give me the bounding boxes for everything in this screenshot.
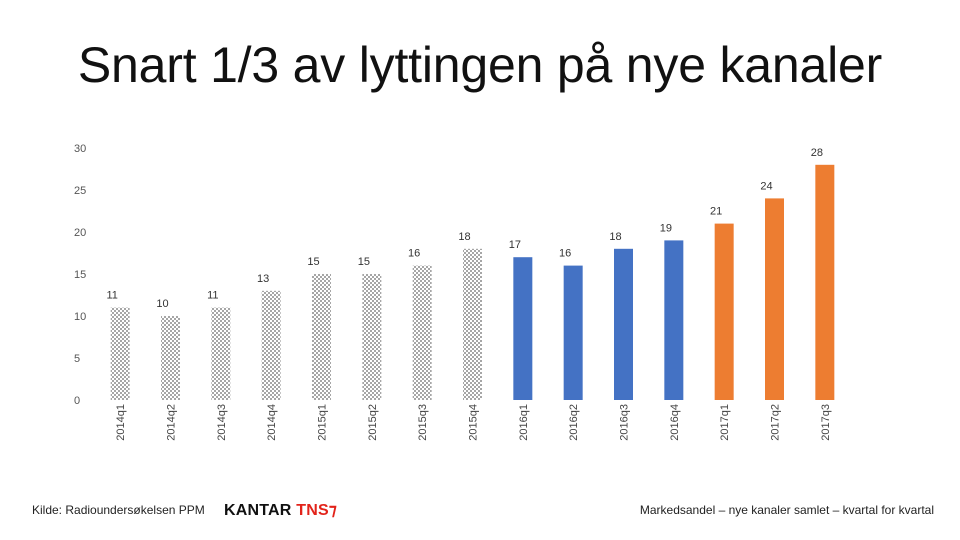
- chart-caption: Markedsandel – nye kanaler samlet – kvar…: [639, 503, 934, 517]
- x-tick-label: 2015q4: [468, 404, 480, 441]
- bar-2016q3: [614, 248, 633, 400]
- x-tick-label: 2017q1: [719, 404, 731, 441]
- data-label: 11: [106, 290, 117, 302]
- source-note: Kilde: Radioundersøkelsen PPM: [32, 503, 205, 517]
- data-label: 28: [811, 147, 823, 159]
- page-title: Snart 1/3 av lyttingen på nye kanaler: [77, 37, 883, 93]
- bar-2016q2: [563, 265, 583, 400]
- data-label: 19: [660, 222, 672, 234]
- x-tick-label: 2016q3: [619, 404, 631, 441]
- y-tick-label: 30: [74, 143, 86, 155]
- x-tick-label: 2017q2: [770, 404, 782, 441]
- bar-2015q4: [463, 248, 482, 400]
- x-tick-label: 2014q2: [166, 404, 178, 441]
- data-label: 24: [760, 180, 772, 192]
- data-label: 15: [307, 256, 319, 268]
- x-tick-label: 2016q1: [518, 404, 530, 441]
- data-labels: 11 10 11 13 15 15 16 18 17 16 18 19 21 24 28: [106, 147, 823, 310]
- x-tick-label: 2014q1: [115, 404, 127, 441]
- y-axis: 0 5 10 15 20 25 30: [74, 143, 86, 407]
- bars: [110, 164, 835, 400]
- logo-secondary: TNS: [296, 502, 329, 519]
- kantar-tns-logo: KANTAR TNS⁊: [224, 500, 337, 520]
- x-tick-label: 2015q2: [367, 404, 379, 441]
- data-label: 17: [509, 239, 521, 251]
- y-tick-label: 15: [74, 269, 86, 281]
- x-axis: 2014q1 2014q2 2014q3 2014q4 2015q1 2015q2 2015…: [115, 404, 832, 441]
- y-tick-label: 20: [74, 227, 86, 239]
- x-tick-label: 2016q4: [669, 404, 681, 441]
- y-tick-label: 25: [74, 185, 86, 197]
- bar-2016q1: [513, 257, 533, 400]
- bar-2017q1: [714, 223, 734, 400]
- data-label: 21: [710, 206, 722, 218]
- data-label: 18: [609, 231, 621, 243]
- bar-2017q2: [765, 198, 784, 400]
- bar-2015q1: [312, 274, 331, 400]
- bar-2014q4: [261, 290, 281, 400]
- y-tick-label: 10: [74, 311, 86, 323]
- y-tick-label: 0: [74, 395, 80, 407]
- x-tick-label: 2015q3: [417, 404, 429, 441]
- data-label: 11: [207, 290, 218, 302]
- bar-2017q3: [815, 164, 835, 400]
- logo-primary: KANTAR: [224, 502, 292, 519]
- bar-2014q1: [110, 307, 130, 400]
- y-tick-label: 5: [74, 353, 80, 365]
- bar-2014q3: [211, 307, 231, 400]
- bar-2015q3: [412, 265, 432, 400]
- x-tick-label: 2016q2: [568, 404, 580, 441]
- x-tick-label: 2017q3: [820, 404, 832, 441]
- data-label: 10: [156, 298, 168, 310]
- x-tick-label: 2014q4: [266, 404, 278, 441]
- logo-mark: ⁊: [328, 502, 337, 519]
- x-tick-label: 2014q3: [216, 404, 228, 441]
- data-label: 15: [358, 256, 370, 268]
- x-tick-label: 2015q1: [317, 404, 329, 441]
- data-label: 16: [559, 248, 571, 260]
- bar-2016q4: [664, 240, 684, 400]
- bar-2015q2: [362, 274, 382, 400]
- data-label: 16: [408, 248, 420, 260]
- data-label: 13: [257, 273, 269, 285]
- bar-2014q2: [161, 316, 180, 400]
- data-label: 18: [458, 231, 470, 243]
